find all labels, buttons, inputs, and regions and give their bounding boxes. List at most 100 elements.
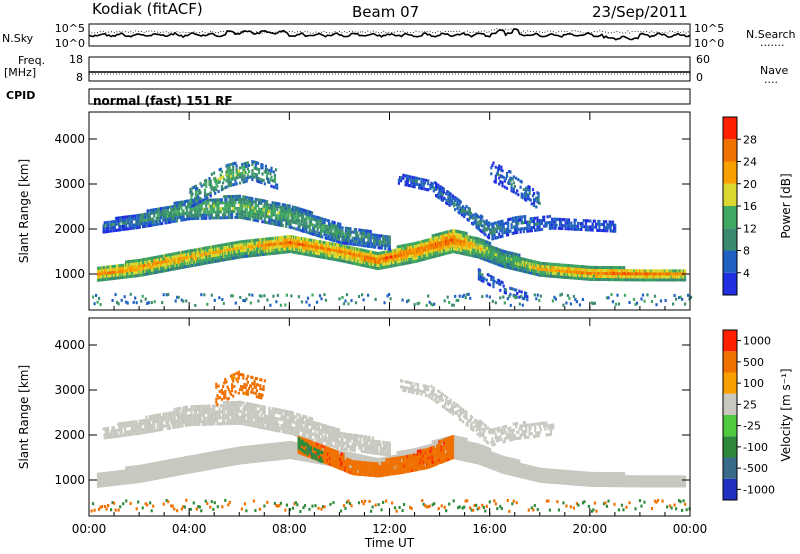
scatter-cell: [184, 217, 187, 221]
scatter-cell: [110, 223, 113, 227]
scatter-cell: [214, 210, 217, 214]
scatter-cell: [202, 213, 205, 217]
scatter-cell: [345, 238, 349, 242]
scatter-cell: [333, 224, 336, 228]
scatter-cell: [269, 172, 272, 176]
scatter-cell: [516, 218, 519, 222]
scatter-cell: [293, 226, 296, 230]
scatter-cell: [107, 274, 110, 278]
scatter-cell: [121, 272, 124, 276]
scatter-cell: [339, 240, 342, 244]
scatter-cell: [567, 227, 571, 231]
scatter-cell: [313, 239, 316, 243]
scatter-cell: [197, 216, 200, 220]
scatter-cell: [265, 221, 269, 225]
scatter-cell: [174, 213, 177, 217]
scatter-cell: [660, 272, 663, 276]
scatter-cell: [199, 182, 202, 186]
scatter-cell: [530, 220, 533, 224]
scatter-cell: [489, 256, 492, 260]
scatter-cell: [333, 230, 336, 234]
scatter-cell: [187, 261, 190, 265]
scatter-cell: [201, 216, 204, 220]
scatter-cell: [354, 228, 358, 232]
scatter-cell: [525, 220, 528, 224]
scatter-cell: [270, 219, 273, 222]
scatter-cell: [270, 222, 273, 225]
scatter-cell: [418, 253, 421, 256]
scatter-cell: [676, 269, 679, 273]
scatter-cell: [362, 238, 365, 242]
scatter-cell: [238, 181, 242, 185]
scatter-cell: [273, 207, 276, 211]
scatter-cell: [560, 269, 563, 273]
scatter-cell: [489, 231, 492, 235]
scatter-cell: [235, 164, 238, 168]
scatter-cell: [254, 161, 257, 164]
scatter-cell: [251, 163, 254, 167]
scatter-cell: [237, 255, 240, 259]
scatter-cell: [397, 181, 400, 185]
scatter-cell: [516, 256, 519, 260]
scatter-cell: [144, 263, 147, 267]
scatter-cell: [303, 229, 306, 233]
scatter-cell: [311, 211, 314, 215]
scatter-cell: [144, 266, 147, 270]
scatter-cell: [409, 178, 412, 182]
scatter-cell: [129, 227, 132, 230]
scatter-cell: [139, 213, 142, 217]
scatter-cell: [618, 278, 621, 282]
scatter-cell: [279, 236, 282, 240]
scatter-cell: [351, 239, 354, 243]
scatter-cell: [172, 211, 175, 214]
scatter-cell: [392, 252, 395, 256]
scatter-cell: [467, 241, 470, 245]
scatter-cell: [243, 180, 246, 184]
scatter-cell: [509, 263, 512, 267]
scatter-cell: [396, 251, 399, 255]
scatter-cell: [605, 278, 608, 281]
scatter-cell: [462, 205, 465, 209]
scatter-cell: [453, 204, 456, 208]
scatter-cell: [535, 272, 538, 276]
scatter-cell: [321, 240, 324, 244]
scatter-cell: [509, 217, 512, 221]
scatter-cell: [338, 258, 341, 262]
scatter-cell: [413, 242, 416, 246]
scatter-cell: [173, 207, 176, 211]
scatter-cell: [325, 224, 328, 228]
scatter-cell: [216, 244, 219, 248]
scatter-cell: [388, 261, 391, 265]
scatter-cell: [297, 216, 300, 220]
scatter-cell: [264, 211, 267, 215]
scatter-cell: [279, 242, 282, 246]
scatter-cell: [201, 259, 204, 263]
scatter-cell: [203, 249, 207, 253]
scatter-cell: [371, 260, 374, 263]
scatter-cell: [371, 263, 374, 266]
scatter-cell: [510, 223, 513, 227]
scatter-cell: [327, 234, 331, 238]
scatter-cell: [578, 273, 581, 277]
scatter-cell: [99, 278, 102, 282]
scatter-cell: [191, 204, 194, 208]
scatter-cell: [618, 266, 621, 270]
scatter-cell: [185, 208, 189, 212]
scatter-cell: [287, 219, 290, 223]
scatter-cell: [362, 255, 365, 258]
scatter-cell: [491, 231, 494, 235]
scatter-cell: [202, 198, 205, 202]
scatter-cell: [330, 223, 333, 227]
scatter-cell: [563, 218, 566, 222]
scatter-cell: [272, 170, 275, 174]
scatter-cell: [199, 207, 202, 211]
scatter-cell: [245, 179, 248, 183]
scatter-cell: [664, 272, 667, 276]
scatter-cell: [433, 181, 436, 185]
scatter-cell: [251, 169, 254, 173]
scatter-cell: [442, 196, 445, 200]
scatter-cell: [458, 202, 461, 206]
scatter-cell: [557, 226, 560, 230]
scatter-cell: [676, 275, 679, 279]
scatter-cell: [342, 250, 345, 254]
